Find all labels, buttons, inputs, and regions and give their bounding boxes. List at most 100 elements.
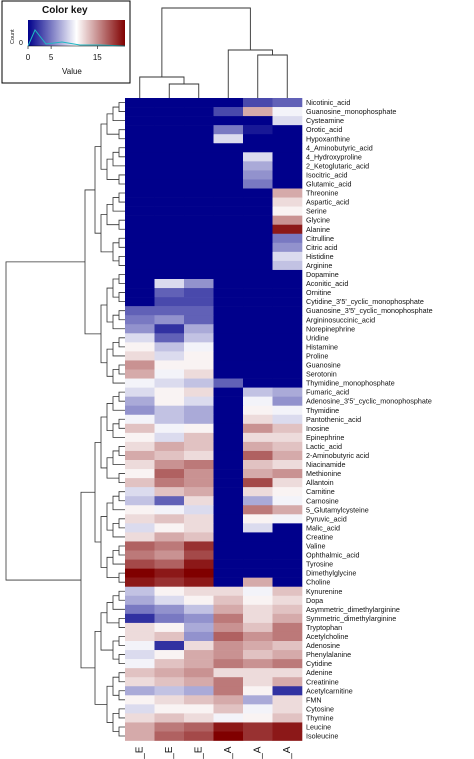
heatmap-cell xyxy=(213,143,244,153)
row-label: Argininosuccinic_acid xyxy=(306,315,375,324)
heatmap-cell xyxy=(184,152,214,162)
heatmap-cell xyxy=(243,668,273,678)
heatmap-cell xyxy=(243,378,273,388)
dendrogram-branch xyxy=(106,502,113,531)
heatmap-cell xyxy=(184,704,214,714)
heatmap-cell xyxy=(213,441,244,452)
heatmap-cell xyxy=(272,650,303,660)
row-label: Choline xyxy=(306,578,330,587)
heatmap-cell xyxy=(154,460,185,470)
heatmap-cell xyxy=(213,378,244,388)
row-label: Symmetric_dimethylarginine xyxy=(306,614,396,623)
heatmap-cell xyxy=(125,396,155,406)
heatmap-cell xyxy=(272,559,303,569)
row-label: Alanine xyxy=(306,225,330,234)
heatmap-cell xyxy=(213,260,244,271)
heatmap-cell xyxy=(125,360,155,370)
dendrogram-branch xyxy=(118,491,125,502)
heatmap-cell xyxy=(125,152,155,162)
heatmap-cell xyxy=(213,251,244,262)
heatmap-cell xyxy=(184,134,214,144)
heatmap-cell xyxy=(184,478,214,488)
heatmap-cell xyxy=(243,550,273,560)
heatmap-cell xyxy=(272,206,303,216)
dendrogram-branch xyxy=(118,654,125,665)
heatmap-cell xyxy=(213,161,244,171)
heatmap-cell xyxy=(243,351,273,361)
heatmap-cell xyxy=(213,414,244,425)
dendrogram-branch xyxy=(100,304,107,364)
heatmap-cell xyxy=(125,568,155,578)
row-label: Thymidine_monophosphate xyxy=(306,379,395,388)
heatmap-cell xyxy=(243,396,273,406)
heatmap-cell xyxy=(154,713,185,723)
heatmap-cell xyxy=(213,450,244,461)
color-key-histogram xyxy=(27,29,126,47)
heatmap-cell xyxy=(243,143,273,153)
heatmap-cell xyxy=(213,170,244,180)
heatmap-cell xyxy=(125,441,155,452)
heatmap-cell xyxy=(213,179,244,189)
heatmap-cell xyxy=(125,351,155,361)
heatmap-cell xyxy=(125,450,155,461)
heatmap-cell xyxy=(243,242,273,253)
row-label: Citrulline xyxy=(306,234,334,243)
heatmap-cell xyxy=(243,713,273,723)
heatmap-cell xyxy=(272,297,303,307)
dendrogram-branch xyxy=(112,278,119,298)
heatmap-cell xyxy=(213,541,244,551)
heatmap-cell xyxy=(125,161,155,171)
heatmap-cell xyxy=(213,659,244,669)
heatmap-cell xyxy=(272,161,303,171)
row-label: Pantothenic_acid xyxy=(306,415,361,424)
row-label: Creatinine xyxy=(306,677,339,686)
column-label: an3_A xyxy=(282,746,293,759)
heatmap-cell xyxy=(184,677,214,687)
row-label: Tyrosine xyxy=(306,560,333,569)
row-label: 5_Glutamylcysteine xyxy=(306,505,369,514)
heatmap-cell xyxy=(272,315,303,325)
heatmap-cell xyxy=(243,360,273,370)
row-label: Cytidine_3'5'_cyclic_monophosphate xyxy=(306,297,424,306)
heatmap-cell xyxy=(184,297,214,307)
heatmap-cell xyxy=(184,469,214,479)
heatmap-cell xyxy=(213,116,244,126)
heatmap-cell xyxy=(125,288,155,298)
row-label: Allantoin xyxy=(306,478,334,487)
heatmap-cell xyxy=(154,423,185,434)
heatmap-cell xyxy=(213,206,244,216)
dendrogram-branch xyxy=(118,446,125,456)
heatmap-cell xyxy=(243,179,273,189)
row-label: Thymine xyxy=(306,713,334,722)
heatmap-cell xyxy=(184,125,214,135)
heatmap-cell xyxy=(125,279,155,289)
heatmap-cell xyxy=(243,541,273,551)
color-key-xlabel: Value xyxy=(62,67,82,76)
heatmap-cell xyxy=(154,532,185,542)
dendrogram-branch xyxy=(118,310,125,321)
heatmap-cell xyxy=(243,686,273,696)
heatmap-cell xyxy=(154,206,185,216)
row-label: Norepinephrine xyxy=(306,324,355,333)
dendrogram-branch xyxy=(227,49,273,98)
dendrogram-branch xyxy=(118,690,125,701)
heatmap-cell xyxy=(272,677,303,687)
heatmap-cell xyxy=(213,351,244,361)
heatmap-cell xyxy=(125,134,155,144)
row-label: Carnitine xyxy=(306,487,335,496)
heatmap-cell xyxy=(272,595,303,606)
heatmap-cell xyxy=(213,532,244,542)
heatmap-cell xyxy=(154,306,185,316)
heatmap-cell xyxy=(272,713,303,723)
color-key-tick-label: 0 xyxy=(26,53,31,62)
heatmap-cell xyxy=(213,487,244,497)
heatmap-cell xyxy=(184,450,214,461)
heatmap-cell xyxy=(213,496,244,506)
heatmap-cell xyxy=(184,641,214,651)
heatmap-cell xyxy=(154,414,185,425)
heatmap-cell xyxy=(184,197,214,207)
heatmap-cell xyxy=(272,731,303,741)
heatmap-cell xyxy=(154,704,185,714)
heatmap-cell xyxy=(125,378,155,388)
row-label: 2_Ketoglutaric_acid xyxy=(306,161,369,170)
